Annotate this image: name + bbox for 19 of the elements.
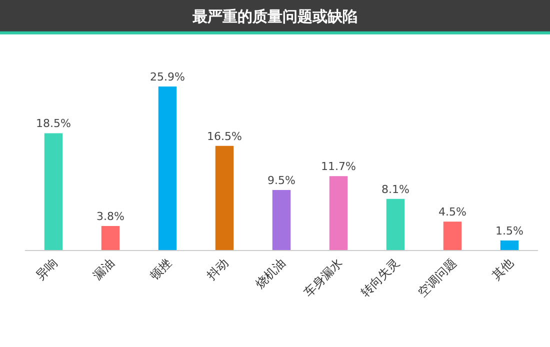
data-label: 11.7% — [321, 160, 356, 174]
data-label: 25.9% — [150, 70, 185, 84]
data-label: 4.5% — [438, 206, 466, 219]
x-tick-label: 异响 — [32, 256, 60, 283]
data-label: 16.5% — [207, 130, 242, 143]
x-tick-label: 漏油 — [90, 256, 117, 283]
x-tick-label: 顿挫 — [146, 256, 174, 283]
x-tick-label: 其他 — [488, 256, 516, 283]
data-label: 1.5% — [496, 224, 524, 238]
chart-title: 最严重的质量问题或缺陷 — [192, 8, 358, 26]
x-tick-label: 抖动 — [203, 256, 231, 284]
x-tick-label: 空调问题 — [415, 256, 459, 300]
data-label: 18.5% — [36, 117, 71, 130]
x-tick-label: 转向失灵 — [358, 256, 402, 300]
data-label: 8.1% — [382, 182, 410, 196]
x-tick-label: 车身漏水 — [301, 256, 345, 300]
x-tick-label: 烧机油 — [252, 256, 288, 292]
data-label: 9.5% — [268, 174, 296, 188]
data-label: 3.8% — [96, 210, 124, 224]
